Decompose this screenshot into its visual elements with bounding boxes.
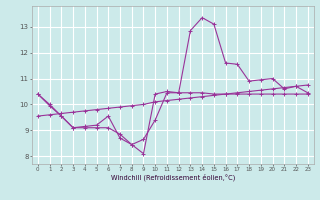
X-axis label: Windchill (Refroidissement éolien,°C): Windchill (Refroidissement éolien,°C) — [111, 174, 235, 181]
